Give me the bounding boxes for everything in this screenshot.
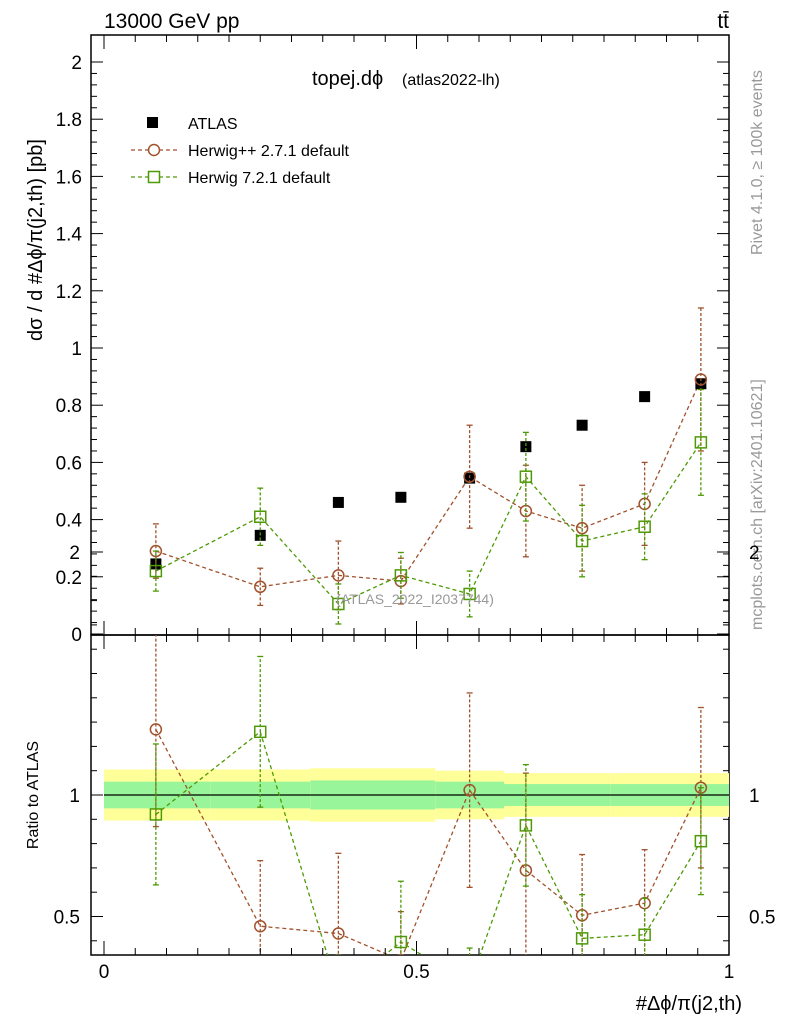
main-y-axis-label: dσ / d #Δϕ/π(j2,th) [pb] [25, 139, 47, 341]
ratio-herwigpp-point [149, 723, 163, 736]
main-series-line [155, 379, 702, 588]
atlas-data-point [395, 491, 407, 503]
ratio-herwig7-point [333, 986, 344, 997]
main-y-tick-label: 0.2 [56, 568, 82, 589]
atlas-data-point [520, 441, 532, 453]
legend-herwigpp-marker [147, 143, 161, 157]
main-y-tick-label: 2 [71, 53, 82, 74]
atlas-data-point [332, 496, 344, 508]
main-y-tick-label: 1.2 [56, 282, 82, 303]
main-y-tick-label: 1.8 [56, 110, 82, 131]
atlas-data-point [639, 391, 651, 403]
x-axis-label: #Δϕ/π(j2,th) [636, 993, 742, 1015]
main-y-axis-label-text: dσ / d #Δϕ/π(j2,th) [pb] [25, 139, 47, 341]
ratio-herwig7-point [254, 725, 267, 739]
herwig7-data-point [575, 534, 589, 548]
ratio-herwigpp-point [332, 927, 345, 940]
x-tick-label: 0 [99, 962, 110, 983]
herwig7-data-point [332, 597, 345, 611]
mcplots-label: mcplots.cern.ch [arXiv:2401.10621] [749, 379, 766, 630]
ratio-herwig7-point [464, 979, 475, 990]
ratio-y-tick-label: 2 [69, 543, 80, 564]
ratio-herwig7-point [519, 819, 533, 832]
ratio-y-tick-label: 0.5 [54, 908, 80, 929]
energy-label: 13000 GeV pp [104, 10, 239, 33]
ratio-series-line [155, 729, 702, 955]
legend-herwig7-marker [147, 170, 161, 184]
herwigpp-data-point [575, 521, 589, 535]
herwig7-data-point [463, 587, 476, 601]
x-tick-label: 0.5 [403, 962, 429, 983]
ratio-herwigpp-point [254, 919, 267, 933]
ratio-y-axis-label-text: Ratio to ATLAS [25, 741, 42, 849]
herwig7-data-point [694, 436, 708, 449]
ratio-herwigpp-point [463, 783, 476, 797]
main-y-tick-label: 1.6 [56, 167, 82, 188]
ratio-y-tick-label-right: 1 [749, 786, 760, 807]
main-y-tick-label: 0.6 [56, 453, 82, 474]
ratio-y-tick-label-right: 0.5 [749, 908, 775, 929]
main-plot-frame [90, 34, 730, 636]
ratio-herwigpp-point [397, 953, 405, 955]
ratio-herwig7-point [638, 928, 651, 941]
main-y-tick-label: 1 [71, 339, 82, 360]
herwig7-data-point [149, 564, 163, 578]
rivet-label: Rivet 4.1.0, ≥ 100k events [749, 70, 766, 255]
herwigpp-data-point [254, 580, 267, 594]
x-ticks: 0 0.5 1 [99, 35, 735, 983]
legend-herwigpp-label: Herwig++ 2.7.1 default [188, 143, 350, 160]
main-y-tick-label: 0 [71, 625, 82, 646]
main-y-tick-label: 0.4 [56, 511, 83, 532]
herwigpp-data-point [694, 373, 708, 386]
herwig7-data-point [638, 520, 651, 533]
ratio-y-tick-label-right: 2 [749, 543, 760, 564]
ratio-y-ticks: 0.5 0.5 1 1 2 2 [54, 543, 775, 942]
herwig7-data-point [519, 470, 533, 483]
main-subtitle: (atlas2022-lh) [402, 72, 500, 89]
herwigpp-data-point [149, 544, 163, 558]
ratio-y-axis-label: Ratio to ATLAS [25, 741, 42, 849]
ratio-herwig7-point [149, 808, 163, 821]
legend-atlas-label: ATLAS [188, 116, 238, 133]
main-y-tick-label: 1.4 [56, 225, 83, 246]
main-title: topej.dϕ [312, 68, 383, 90]
process-label: tt̄ [717, 10, 729, 33]
atlas-data-point [576, 419, 588, 431]
legend-herwig7-label: Herwig 7.2.1 default [188, 170, 331, 187]
herwig7-data-point [394, 569, 408, 582]
ratio-herwig7-point [394, 935, 408, 949]
analysis-watermark: (ATLAS_2022_I2037744) [336, 591, 494, 607]
ratio-y-tick-label: 1 [69, 786, 80, 807]
main-y-ticks: 0 0.2 0.4 0.6 0.8 1 1.2 1.4 1.6 1.8 2 [56, 53, 729, 646]
herwig7-data-point [254, 510, 267, 523]
herwigpp-data-point [463, 470, 476, 483]
ratio-herwig7-point [694, 834, 708, 848]
main-data-layer [149, 307, 708, 625]
herwigpp-data-point [332, 569, 345, 582]
ratio-herwig7-point [575, 932, 589, 945]
main-y-tick-label: 0.8 [56, 396, 82, 417]
x-tick-label: 1 [724, 962, 735, 983]
legend-atlas-marker [147, 117, 158, 128]
legend: ATLAS Herwig++ 2.7.1 default Herwig 7.2.… [131, 116, 350, 187]
ratio-data-layer [104, 635, 729, 997]
